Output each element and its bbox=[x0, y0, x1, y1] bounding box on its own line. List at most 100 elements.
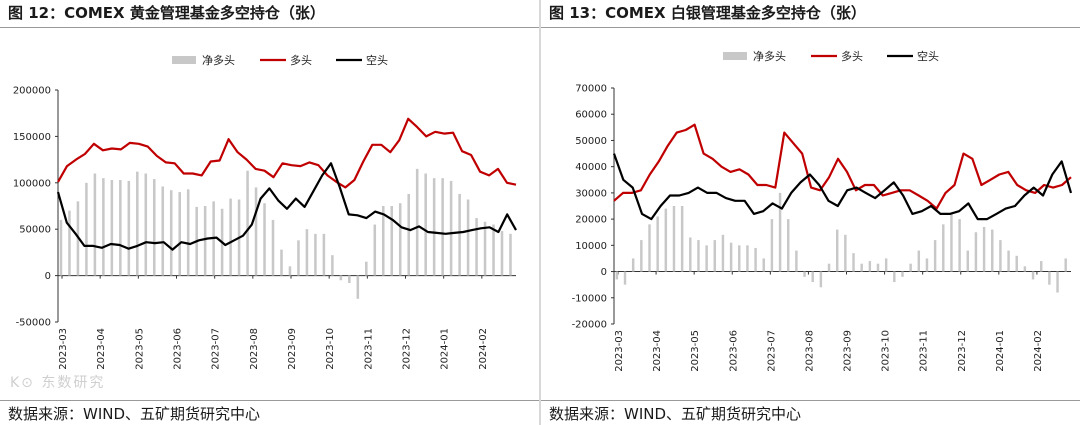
panel-silver: 图 13：COMEX 白银管理基金多空持仓（张） -20000 -10000 0 10… bbox=[541, 0, 1080, 425]
legend-swatch-net bbox=[723, 52, 747, 60]
net-long-bar bbox=[811, 271, 814, 283]
net-long-bar bbox=[458, 193, 461, 276]
net-long-bar bbox=[778, 192, 782, 272]
net-long-bar bbox=[254, 187, 258, 276]
net-long-bar bbox=[787, 219, 790, 272]
x-tick-label: 2023-12 bbox=[957, 330, 968, 372]
net-long-bar bbox=[1007, 250, 1010, 272]
y-tick-label: 70000 bbox=[575, 84, 607, 95]
net-long-bar bbox=[59, 219, 63, 276]
net-long-bar bbox=[475, 218, 478, 276]
source-note: 数据来源：WIND、五矿期货研究中心 bbox=[549, 405, 802, 423]
x-tick-label: 2023-05 bbox=[690, 330, 701, 372]
net-long-bar bbox=[942, 224, 945, 272]
legend-label: 净多头 bbox=[202, 53, 235, 67]
y-tick-label: 200000 bbox=[13, 86, 51, 97]
net-long-bar bbox=[288, 266, 292, 276]
net-long-bar bbox=[860, 263, 863, 272]
net-long-bar bbox=[795, 250, 798, 272]
net-long-bar bbox=[127, 180, 131, 276]
silver-positions-chart: -20000 -10000 0 10000 20000 30000 40000 50000 60… bbox=[572, 49, 1073, 372]
net-long-bar bbox=[93, 173, 97, 276]
net-long-bar bbox=[1064, 258, 1067, 272]
net-long-bar bbox=[466, 199, 470, 276]
net-long-bar bbox=[803, 271, 806, 277]
net-long-bar bbox=[229, 198, 232, 276]
legend-label: 净多头 bbox=[753, 49, 786, 63]
y-tick-label: 30000 bbox=[575, 188, 607, 199]
net-long-bar bbox=[373, 224, 377, 276]
net-long-bar bbox=[314, 233, 317, 276]
net-long-bar bbox=[365, 261, 368, 276]
net-long-bar bbox=[246, 170, 249, 276]
net-long-bar bbox=[656, 216, 659, 272]
net-long-bar bbox=[1023, 266, 1027, 272]
net-long-bar bbox=[738, 245, 741, 272]
x-tick-label: 2023-11 bbox=[363, 328, 374, 370]
net-long-bar bbox=[492, 224, 495, 276]
title-rule bbox=[541, 27, 1080, 28]
y-tick-label: 20000 bbox=[575, 215, 607, 226]
short-series-line bbox=[56, 162, 517, 251]
net-long-bar bbox=[68, 210, 71, 276]
net-long-bar bbox=[982, 226, 986, 272]
net-long-bar bbox=[449, 180, 453, 276]
legend-swatch-net bbox=[172, 56, 196, 64]
gold-positions-chart: -50000 0 50000 100000 150000 200000 2023-03 202… bbox=[13, 53, 517, 370]
x-tick-label: 2023-12 bbox=[402, 328, 413, 370]
net-long-bar bbox=[933, 240, 937, 272]
net-long-bar bbox=[819, 271, 823, 288]
net-long-bar bbox=[672, 206, 676, 272]
net-long-bar bbox=[1056, 271, 1059, 293]
net-long-bar bbox=[381, 206, 385, 276]
net-long-bar bbox=[280, 249, 283, 276]
legend-label: 空头 bbox=[917, 49, 939, 63]
net-long-bar bbox=[958, 219, 961, 272]
net-long-bar bbox=[884, 258, 888, 272]
watermark: K⊙ 东数研究 bbox=[10, 375, 106, 391]
panel-divider bbox=[539, 0, 541, 425]
y-tick-label: 50000 bbox=[575, 136, 607, 147]
net-long-bar bbox=[398, 203, 402, 276]
x-tick-label: 2023-04 bbox=[652, 330, 663, 372]
y-tick-label: 150000 bbox=[13, 132, 51, 143]
net-long-bar bbox=[85, 182, 88, 276]
net-long-bar bbox=[664, 208, 668, 272]
y-tick-label: 0 bbox=[601, 267, 607, 278]
net-long-bar bbox=[623, 271, 627, 285]
y-tick-label: 40000 bbox=[575, 162, 607, 173]
x-tick-label: 2023-06 bbox=[728, 330, 739, 372]
net-long-bar bbox=[827, 263, 831, 272]
net-long-bar bbox=[348, 275, 351, 284]
source-note: 数据来源：WIND、五矿期货研究中心 bbox=[8, 405, 261, 423]
net-long-bar bbox=[901, 271, 904, 277]
net-long-bar bbox=[424, 173, 427, 276]
net-long-bar bbox=[713, 240, 717, 272]
net-long-bar bbox=[263, 203, 266, 276]
net-long-bar bbox=[1048, 271, 1051, 285]
net-long-bar bbox=[331, 255, 334, 276]
long-series-line bbox=[613, 123, 1072, 210]
net-long-bar bbox=[974, 232, 978, 272]
net-long-bar bbox=[746, 245, 749, 272]
legend-label: 多头 bbox=[841, 49, 863, 63]
y-tick-label: 50000 bbox=[19, 225, 51, 236]
net-long-bar bbox=[144, 173, 148, 276]
net-long-bar bbox=[441, 178, 444, 276]
net-long-bar bbox=[640, 240, 643, 272]
title-rule bbox=[0, 27, 539, 28]
x-tick-label: 2023-08 bbox=[249, 328, 260, 370]
y-tick-label: 0 bbox=[45, 271, 51, 282]
source-rule bbox=[0, 400, 539, 401]
net-long-bar bbox=[705, 245, 708, 272]
net-long-bar bbox=[721, 234, 725, 272]
net-long-bar bbox=[178, 192, 181, 276]
net-long-bar bbox=[697, 240, 700, 272]
x-tick-label: 2024-02 bbox=[478, 328, 489, 370]
net-long-bar bbox=[852, 253, 855, 272]
x-tick-label: 2024-01 bbox=[440, 328, 451, 370]
net-long-bar bbox=[390, 206, 394, 276]
net-long-bar bbox=[950, 213, 953, 272]
net-long-bar bbox=[648, 224, 651, 272]
net-long-bar bbox=[110, 180, 114, 276]
